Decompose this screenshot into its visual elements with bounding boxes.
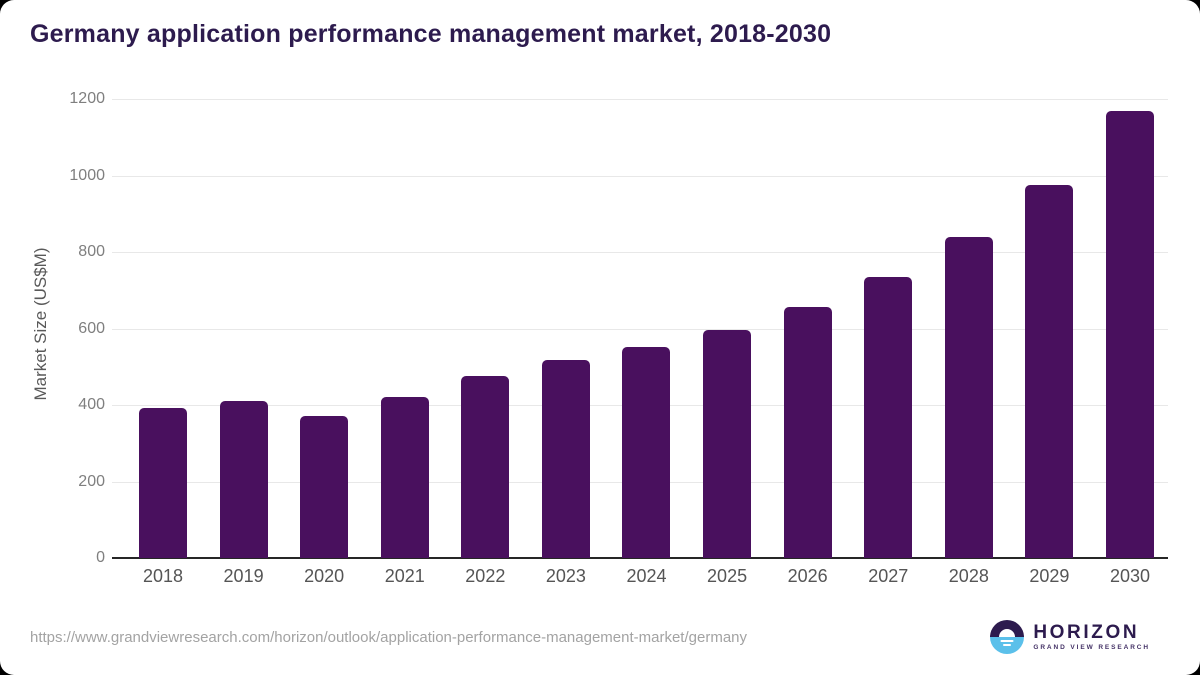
x-tick-label-2020: 2020 — [304, 566, 345, 586]
x-tick-label-2025: 2025 — [707, 566, 748, 586]
x-tick-label-2023: 2023 — [545, 566, 586, 586]
bar-2030 — [1105, 111, 1154, 558]
gridline-800 — [112, 252, 1168, 253]
logo-text: HORIZON GRAND VIEW RESEARCH — [1033, 621, 1150, 652]
bar-2020 — [300, 415, 349, 558]
source-url: https://www.grandviewresearch.com/horizo… — [30, 628, 747, 646]
bar-2019 — [219, 401, 268, 558]
horizon-logo-icon — [990, 620, 1025, 654]
logo-sky-half — [990, 620, 1025, 637]
y-tick-label-1200: 1200 — [69, 90, 105, 107]
x-tick-label-2029: 2029 — [1029, 566, 1070, 586]
y-tick-label-0: 0 — [96, 549, 105, 566]
y-tick-label-600: 600 — [78, 319, 105, 337]
y-tick-label-800: 800 — [78, 243, 105, 260]
x-tick-label-2024: 2024 — [626, 566, 667, 586]
plot-area — [112, 99, 1168, 559]
gridline-1200 — [112, 99, 1168, 100]
gridline-600 — [112, 328, 1168, 330]
logo-sub-brand: GRAND VIEW RESEARCH — [1033, 644, 1150, 652]
logo-brand-name: HORIZON — [1033, 621, 1140, 643]
bar-2018 — [139, 408, 187, 558]
x-axis-labels: 2018 2019 2020 2021 2022 2023 2024 2025 2026 2027… — [112, 566, 1168, 592]
x-tick-label-2028: 2028 — [948, 566, 989, 586]
x-axis-line — [112, 557, 1168, 559]
bar-2021 — [380, 396, 429, 558]
bar-2029 — [1025, 184, 1074, 558]
horizon-logo: HORIZON GRAND VIEW RESEARCH — [990, 620, 1150, 654]
footer: https://www.grandviewresearch.com/horizo… — [0, 613, 1200, 661]
logo-reflection-dash — [1000, 640, 1014, 642]
bar-2027 — [864, 277, 913, 558]
x-tick-label-2021: 2021 — [384, 566, 425, 586]
x-tick-label-2026: 2026 — [787, 566, 828, 586]
y-tick-label-1000: 1000 — [69, 166, 105, 184]
x-tick-label-2022: 2022 — [465, 566, 506, 586]
y-axis-ticks: 0 200 400 600 800 1000 1200 — [0, 90, 105, 566]
bar-2022 — [461, 375, 510, 558]
x-tick-label-2030: 2030 — [1109, 566, 1150, 586]
page-title: Germany application performance manageme… — [30, 20, 832, 48]
bar-2024 — [622, 347, 671, 558]
bar-2028 — [944, 237, 993, 558]
bar-2025 — [703, 330, 752, 558]
x-tick-label-2019: 2019 — [223, 566, 264, 586]
y-tick-label-200: 200 — [78, 472, 105, 490]
logo-sun-icon — [999, 629, 1016, 637]
x-tick-label-2018: 2018 — [142, 566, 184, 586]
gridline-1000 — [112, 175, 1168, 177]
bar-2026 — [783, 307, 832, 558]
x-tick-label-2027: 2027 — [868, 566, 909, 586]
y-tick-label-400: 400 — [78, 396, 105, 413]
logo-reflection-dash — [1003, 644, 1012, 646]
bar-2023 — [541, 360, 590, 558]
